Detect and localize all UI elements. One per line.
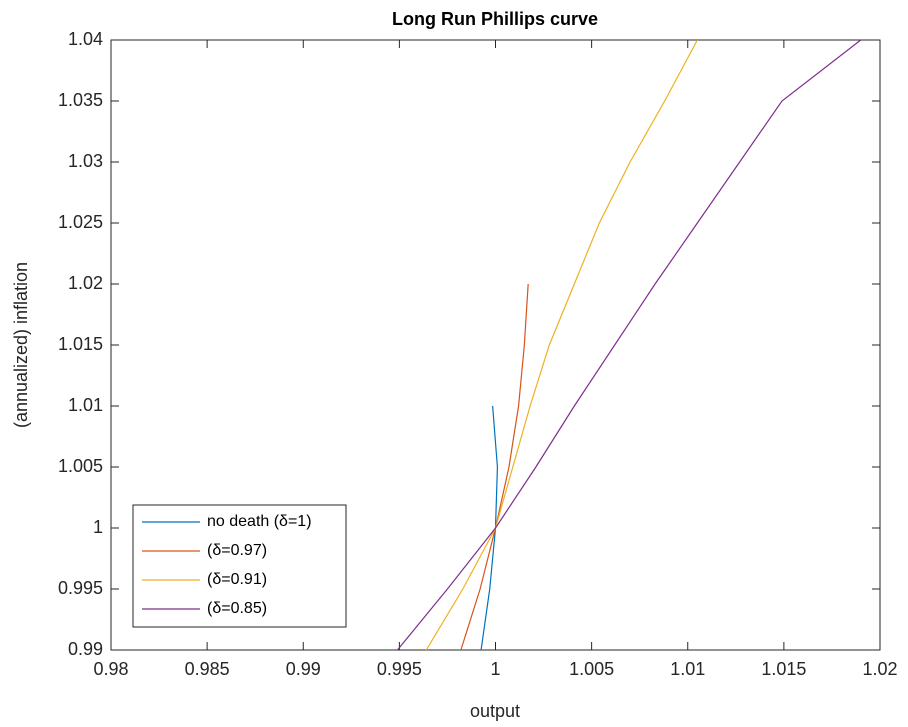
series-line: [425, 39, 698, 651]
x-tick-label: 0.98: [93, 659, 128, 679]
y-tick-label: 1.015: [58, 334, 103, 354]
y-tick-label: 0.99: [68, 639, 103, 659]
series-line: [396, 39, 862, 651]
x-tick-label: 1.01: [670, 659, 705, 679]
x-axis-label: output: [470, 701, 520, 721]
y-tick-label: 1.025: [58, 212, 103, 232]
x-tick-label: 1.005: [569, 659, 614, 679]
y-tick-label: 1.005: [58, 456, 103, 476]
y-tick-label: 1: [93, 517, 103, 537]
legend-box: [132, 504, 347, 628]
y-tick-label: 1.035: [58, 90, 103, 110]
y-tick-label: 1.02: [68, 273, 103, 293]
legend-label: (δ=0.91): [207, 571, 267, 588]
legend: no death (δ=1) (δ=0.97) (δ=0.91) (δ=0.85): [132, 504, 347, 628]
y-tick-label: 1.04: [68, 29, 103, 49]
x-tick-label: 1: [490, 659, 500, 679]
y-tick-label: 1.01: [68, 395, 103, 415]
y-tick-label: 0.995: [58, 578, 103, 598]
legend-label: (δ=0.97): [207, 542, 267, 559]
y-axis-label: (annualized) inflation: [11, 262, 31, 428]
x-tick-label: 1.02: [862, 659, 897, 679]
x-tick-label: 1.015: [761, 659, 806, 679]
x-tick-label: 0.99: [286, 659, 321, 679]
x-tick-label: 0.995: [377, 659, 422, 679]
chart-title: Long Run Phillips curve: [392, 9, 598, 29]
x-tick-label: 0.985: [185, 659, 230, 679]
legend-label: no death (δ=1): [207, 513, 312, 530]
series-line: [460, 283, 529, 651]
y-tick-label: 1.03: [68, 151, 103, 171]
legend-label: (δ=0.85): [207, 600, 267, 617]
